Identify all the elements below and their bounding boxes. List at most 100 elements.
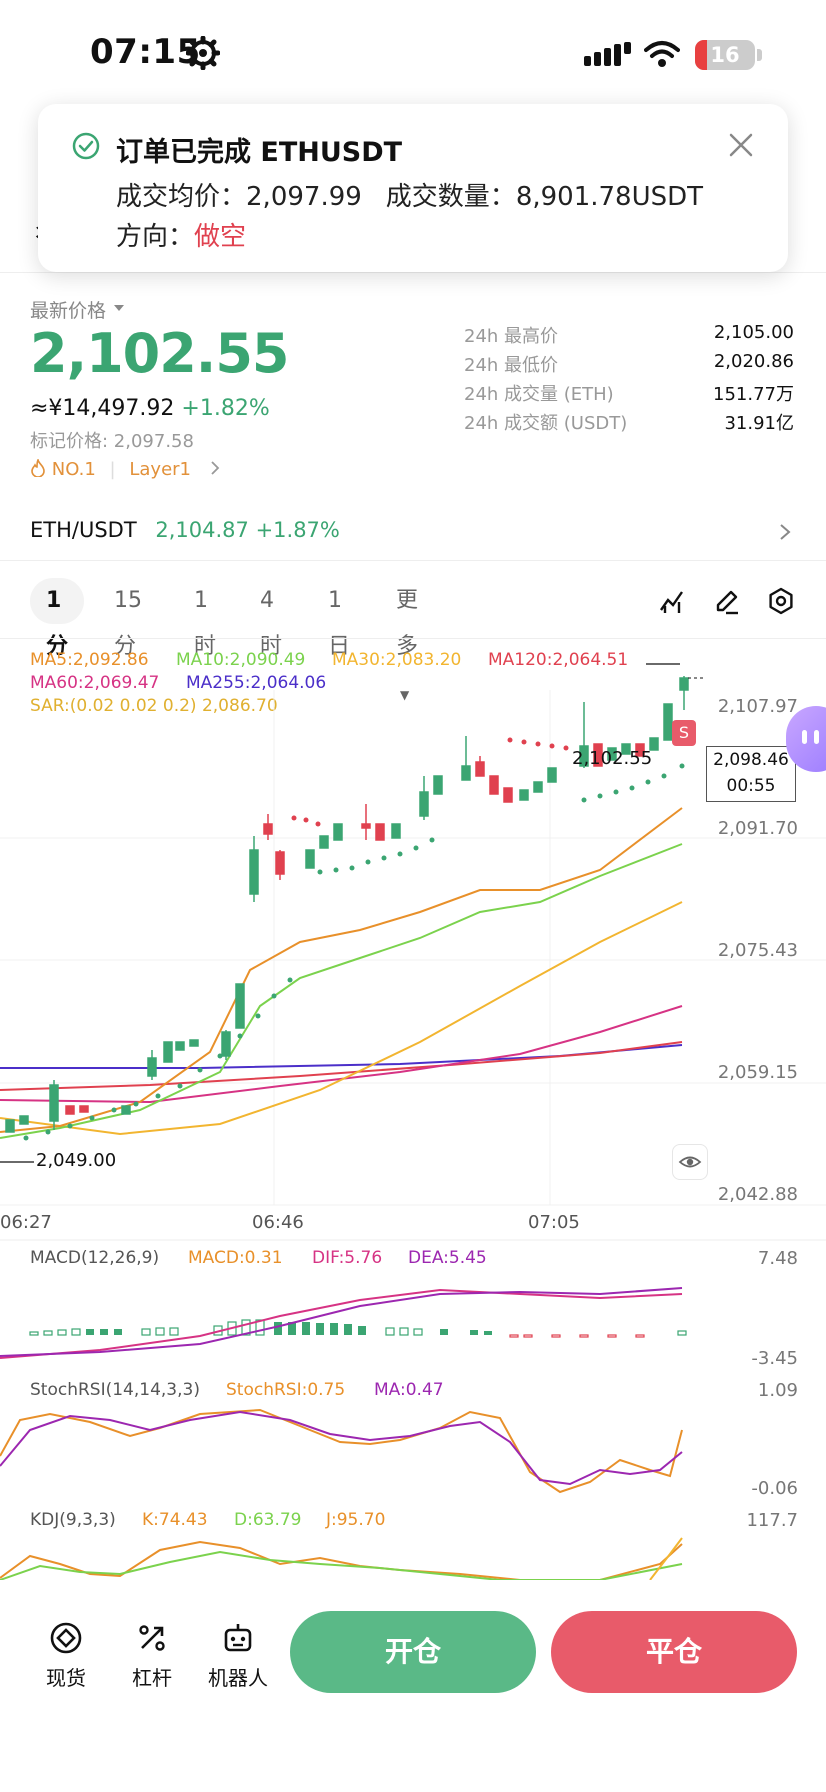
toast-direction-line: 方向：做空 bbox=[116, 216, 246, 253]
ma10-legend: MA10:2,090.49 bbox=[176, 650, 306, 670]
latest-price-label[interactable]: 最新价格 bbox=[30, 300, 107, 322]
x-tick: 06:46 bbox=[252, 1212, 304, 1233]
avg-price-label: 成交均价： bbox=[116, 182, 247, 212]
countdown: 00:55 bbox=[726, 776, 776, 796]
bottom-action-bar: 现货 杠杆 机器人 开仓 平仓 bbox=[0, 1580, 826, 1792]
ma60-legend: MA60:2,069.47 bbox=[30, 673, 160, 693]
macd-chart bbox=[0, 1287, 687, 1359]
sar-legend: SAR:(0.02 0.02 0.2) 2,086.70 bbox=[30, 696, 278, 716]
tab-1h[interactable]: 1时 bbox=[194, 588, 217, 659]
rank-tag: NO.1 bbox=[51, 459, 96, 480]
dif-value: DIF:5.76 bbox=[312, 1248, 383, 1268]
y-tick: 2,107.97 bbox=[717, 696, 798, 717]
24h-stats: 24h 最高价 2,105.00 24h 最低价 2,020.86 24h 成交量 … bbox=[464, 322, 794, 438]
price-change: +1.82% bbox=[181, 396, 270, 421]
close-icon[interactable] bbox=[728, 132, 754, 158]
kdj-k: K:74.43 bbox=[142, 1510, 208, 1530]
open-position-button[interactable]: 开仓 bbox=[290, 1611, 536, 1693]
battery-indicator: 16 bbox=[695, 40, 755, 70]
candlestick-chart[interactable] bbox=[0, 640, 826, 1580]
tab-1d[interactable]: 1日 bbox=[328, 588, 351, 659]
spot-icon bbox=[50, 1622, 82, 1654]
cell-signal-icon bbox=[584, 42, 631, 66]
eye-icon bbox=[678, 1156, 702, 1168]
chevron-right-icon bbox=[211, 461, 220, 475]
dea-value: DEA:5.45 bbox=[408, 1248, 487, 1268]
stochrsi-ma: MA:0.47 bbox=[374, 1380, 444, 1400]
ma5-legend: MA5:2,092.86 bbox=[30, 650, 149, 670]
ma255-legend: MA255:2,064.06 bbox=[186, 673, 327, 693]
close-position-button[interactable]: 平仓 bbox=[551, 1611, 797, 1693]
qty-value: 8,901.78USDT bbox=[515, 182, 704, 212]
visibility-toggle[interactable] bbox=[672, 1144, 708, 1180]
avg-price-value: 2,097.99 bbox=[246, 182, 362, 212]
macd-title: MACD(12,26,9) bbox=[30, 1248, 160, 1268]
category-tag: Layer1 bbox=[129, 459, 191, 480]
macd-y-bottom: -3.45 bbox=[751, 1348, 798, 1369]
leverage-icon bbox=[139, 1625, 165, 1651]
nav-spot-label: 现货 bbox=[46, 1666, 86, 1690]
tab-1m[interactable]: 1分 bbox=[30, 578, 84, 659]
kdj-d: D:63.79 bbox=[234, 1510, 302, 1530]
pair-price: 2,104.87 bbox=[155, 518, 249, 542]
pair-change: +1.87% bbox=[255, 518, 340, 542]
ma30-legend: MA30:2,083.20 bbox=[332, 650, 462, 670]
nav-spot[interactable]: 现货 bbox=[26, 1620, 106, 1691]
settings-gear-icon bbox=[186, 36, 220, 70]
direction-value: 做空 bbox=[194, 222, 247, 252]
divider bbox=[0, 638, 826, 639]
y-tick: 2,059.15 bbox=[717, 1062, 798, 1083]
chevron-right-icon[interactable] bbox=[778, 522, 792, 542]
settings-hex-icon[interactable] bbox=[766, 586, 796, 616]
stat-volume: 24h 成交量 (ETH) 151.77万 bbox=[464, 384, 794, 405]
divider bbox=[0, 272, 826, 273]
tab-15m[interactable]: 15分 bbox=[114, 588, 142, 659]
tab-more[interactable]: 更多▼ bbox=[396, 588, 419, 702]
macd-y-top: 7.48 bbox=[757, 1248, 798, 1269]
kdj-j: J:95.70 bbox=[326, 1510, 386, 1530]
stochrsi-title: StochRSI(14,14,3,3) bbox=[30, 1380, 200, 1400]
stochrsi-y-bottom: -0.06 bbox=[751, 1478, 798, 1499]
divider bbox=[0, 560, 826, 561]
mark-price: 标记价格: 2,097.58 bbox=[30, 431, 194, 452]
battery-tip bbox=[757, 49, 762, 61]
draw-pen-icon[interactable] bbox=[712, 586, 742, 616]
low-price-marker: 2,049.00 bbox=[36, 1150, 117, 1171]
x-tick: 06:27 bbox=[0, 1212, 52, 1233]
qty-label: 成交数量： bbox=[385, 182, 516, 212]
tab-4h[interactable]: 4时 bbox=[260, 588, 283, 659]
y-tick: 2,091.70 bbox=[717, 818, 798, 839]
kdj-title: KDJ(9,3,3) bbox=[30, 1510, 116, 1530]
kdj-y-top: 117.7 bbox=[746, 1510, 798, 1531]
order-toast[interactable]: 订单已完成 ETHUSDT 成交均价：2,097.99 成交数量：8,901.78… bbox=[38, 104, 788, 272]
current-price: 2,098.46 bbox=[713, 750, 789, 770]
robot-icon bbox=[224, 1624, 252, 1652]
indicator-icon[interactable] bbox=[658, 586, 688, 616]
nav-robot-label: 机器人 bbox=[208, 1666, 268, 1690]
macd-value: MACD:0.31 bbox=[188, 1248, 283, 1268]
tag-row[interactable]: NO.1 | Layer1 bbox=[30, 457, 221, 480]
x-tick: 07:05 bbox=[528, 1212, 580, 1233]
y-tick: 2,075.43 bbox=[717, 940, 798, 961]
sell-signal-badge: S bbox=[672, 720, 696, 746]
caret-down-icon[interactable] bbox=[114, 305, 124, 311]
stochrsi-y-top: 1.09 bbox=[757, 1380, 798, 1401]
wifi-icon bbox=[644, 41, 680, 67]
direction-label: 方向： bbox=[116, 222, 195, 252]
nav-robot[interactable]: 机器人 bbox=[198, 1620, 278, 1691]
spot-pair-row[interactable]: ETH/USDT 2,104.87 +1.87% bbox=[30, 518, 340, 542]
cny-price: ≈¥14,497.92 bbox=[30, 396, 175, 421]
check-circle-icon bbox=[72, 132, 100, 160]
toast-title: 订单已完成 ETHUSDT bbox=[116, 137, 403, 168]
current-price-box: 2,098.46 00:55 bbox=[706, 746, 796, 802]
stochrsi-value: StochRSI:0.75 bbox=[226, 1380, 346, 1400]
pair-name: ETH/USDT bbox=[30, 518, 137, 542]
last-price-marker: 2,102.55 bbox=[572, 748, 653, 769]
nav-leverage[interactable]: 杠杆 bbox=[112, 1620, 192, 1691]
y-tick: 2,042.88 bbox=[717, 1184, 798, 1205]
kdj-chart bbox=[0, 1537, 683, 1580]
status-time: 07:15 bbox=[90, 32, 201, 72]
stat-low: 24h 最低价 2,020.86 bbox=[464, 351, 794, 376]
flame-icon bbox=[31, 457, 45, 478]
floating-assistant-button[interactable] bbox=[786, 706, 826, 772]
